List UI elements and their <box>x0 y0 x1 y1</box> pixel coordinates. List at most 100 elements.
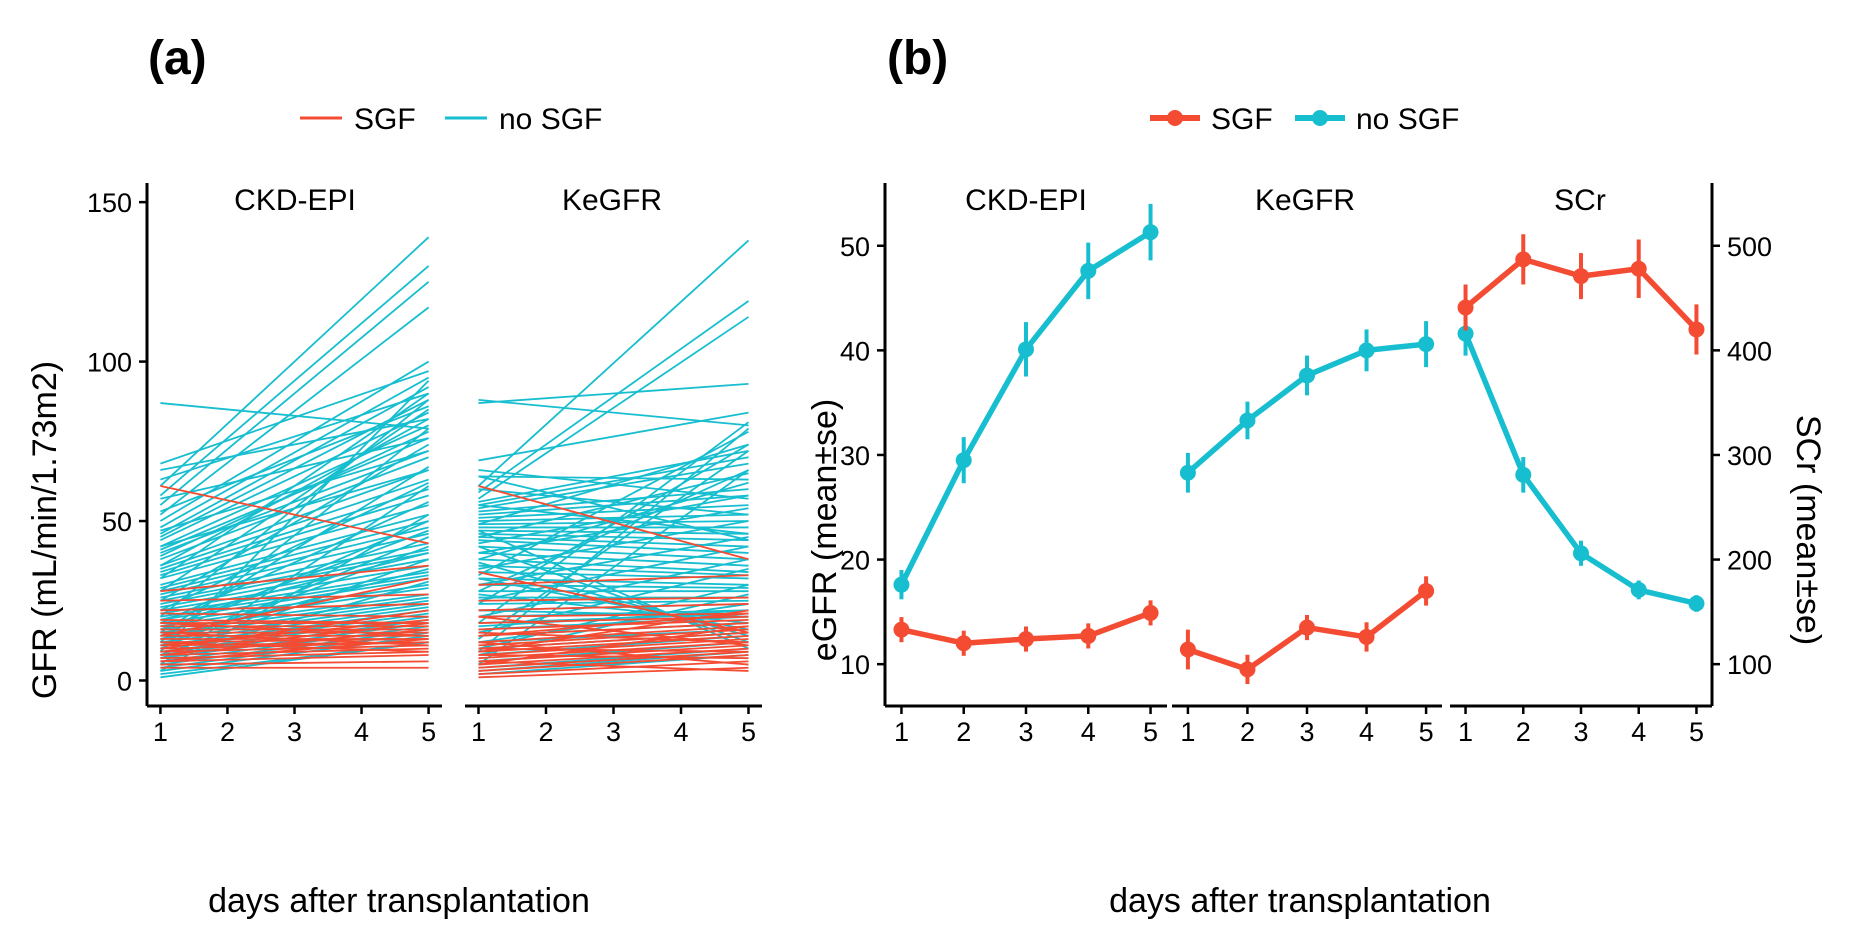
series-nosgf-point-1 <box>1457 325 1474 342</box>
trajectory-nosgf-70 <box>160 481 429 612</box>
y-tick-label-150: 150 <box>87 188 132 218</box>
panel-a: (a) SGF no SGF CKD-EPI KeGFR 0 50 100 150 1 2… <box>26 32 762 920</box>
trajectory-sgf-2 <box>160 593 429 602</box>
trajectory-nosgf-6 <box>477 300 750 494</box>
trajectory-nosgf-1 <box>160 370 429 465</box>
trajectory-nosgf-7 <box>477 316 750 500</box>
series-nosgf-point-3 <box>1573 545 1589 562</box>
legend-b-sgf-label: SGF <box>1211 103 1273 136</box>
trajectory-sgf-23 <box>478 654 749 660</box>
trajectory-sgf-25 <box>160 641 429 653</box>
series-nosgf-point-4 <box>1630 581 1647 598</box>
trajectory-nosgf-49 <box>478 430 749 577</box>
trajectory-nosgf-17 <box>160 488 429 573</box>
facet-b-kegfr-plot <box>1179 321 1435 685</box>
trajectory-nosgf-5 <box>159 306 430 516</box>
trajectory-nosgf-56 <box>478 472 749 538</box>
trajectory-sgf-18 <box>160 654 429 663</box>
trajectory-nosgf-73 <box>160 529 429 631</box>
trajectory-sgf-27 <box>160 622 429 637</box>
trajectory-nosgf-4 <box>478 475 749 481</box>
series-sgf-point-4 <box>1358 628 1375 645</box>
series-nosgf-point-4 <box>1080 262 1097 279</box>
trajectory-sgf-21 <box>160 577 429 637</box>
y-tick-label-20: 20 <box>840 546 870 576</box>
x-tick-label-4: 4 <box>1631 717 1646 747</box>
trajectory-sgf-29 <box>160 619 429 647</box>
trajectory-sgf-1 <box>478 571 749 634</box>
series-sgf-point-5 <box>1418 582 1435 599</box>
trajectory-nosgf-66 <box>478 609 749 628</box>
series-sgf-point-1 <box>1179 641 1196 658</box>
trajectory-nosgf-58 <box>478 520 749 570</box>
y-tick-label-0: 0 <box>117 666 132 696</box>
legend-b-nosgf-label: no SGF <box>1356 103 1459 136</box>
series-nosgf-point-4 <box>1358 342 1375 359</box>
trajectory-sgf-29 <box>478 641 749 666</box>
y2-axis-title-b: SCr (mean±se) <box>1789 415 1827 645</box>
x-tick-label-1: 1 <box>1180 717 1195 747</box>
x-tick-label-4: 4 <box>673 717 688 747</box>
trajectory-nosgf-23 <box>160 532 429 596</box>
trajectory-nosgf-49 <box>160 641 429 679</box>
trajectory-nosgf-13 <box>478 504 749 519</box>
panel-b-label: (b) <box>887 32 948 85</box>
trajectory-sgf-17 <box>478 650 749 669</box>
y2-tick-label-500: 500 <box>1727 232 1772 262</box>
trajectory-sgf-19 <box>478 660 749 676</box>
trajectory-sgf-24 <box>478 660 749 672</box>
facet-b-ckd-epi: CKD-EPI <box>965 184 1087 217</box>
trajectory-nosgf-15 <box>160 469 429 567</box>
facet-b-scr-plot <box>1457 234 1705 612</box>
x-tick-label-1: 1 <box>471 717 486 747</box>
trajectory-nosgf-2 <box>159 236 430 487</box>
trajectory-nosgf-21 <box>478 545 749 561</box>
y-tick-label-50: 50 <box>840 232 870 262</box>
trajectory-nosgf-61 <box>160 469 429 548</box>
trajectory-sgf-22 <box>478 647 749 653</box>
y2-tick-label-300: 300 <box>1727 441 1772 471</box>
trajectory-nosgf-75 <box>160 568 429 640</box>
trajectory-nosgf-69 <box>160 501 429 624</box>
trajectory-sgf-28 <box>160 622 429 653</box>
x-tick-label-5: 5 <box>1143 717 1158 747</box>
trajectory-nosgf-65 <box>160 392 429 481</box>
series-nosgf-point-1 <box>1179 464 1196 481</box>
axes-a: 0 50 100 150 1 2 3 4 5 1 2 3 4 5 <box>87 183 762 747</box>
x-tick-label-3: 3 <box>1299 717 1314 747</box>
y2-tick-label-400: 400 <box>1727 336 1772 366</box>
series-sgf-point-5 <box>1142 604 1159 621</box>
series-nosgf-line <box>898 229 1152 586</box>
trajectory-nosgf-11 <box>478 488 749 513</box>
x-tick-label-1: 1 <box>1458 717 1473 747</box>
trajectory-sgf-0 <box>478 485 749 561</box>
trajectory-nosgf-57 <box>159 408 430 592</box>
facet-b-ckd-epi-plot <box>893 203 1159 656</box>
trajectory-nosgf-63 <box>478 583 749 650</box>
series-nosgf-point-3 <box>1299 367 1315 384</box>
trajectory-nosgf-50 <box>478 481 749 561</box>
legend-a: SGF no SGF <box>300 103 602 136</box>
legend-a-sgf-label: SGF <box>354 103 416 136</box>
trajectory-nosgf-17 <box>478 529 749 535</box>
series-sgf-point-5 <box>1688 321 1705 338</box>
series-sgf-point-2 <box>1239 661 1256 678</box>
series-sgf-point-4 <box>1630 260 1647 277</box>
trajectory-nosgf-3 <box>159 265 430 497</box>
series-sgf-point-3 <box>1018 631 1034 648</box>
series-nosgf-point-2 <box>955 452 972 469</box>
trajectory-nosgf-63 <box>160 405 429 513</box>
trajectory-nosgf-56 <box>159 443 430 602</box>
trajectory-nosgf-62 <box>160 450 429 532</box>
x-tick-label-2: 2 <box>1240 717 1255 747</box>
trajectory-sgf-0 <box>160 485 429 545</box>
trajectory-sgf-28 <box>478 625 749 666</box>
trajectory-nosgf-5 <box>477 239 750 487</box>
trajectory-nosgf-47 <box>160 634 429 672</box>
trajectory-nosgf-1 <box>478 383 749 404</box>
trajectory-nosgf-64 <box>160 437 429 500</box>
trajectory-nosgf-7 <box>159 376 430 529</box>
series-sgf-point-2 <box>955 635 972 652</box>
trajectory-nosgf-71 <box>478 545 749 644</box>
